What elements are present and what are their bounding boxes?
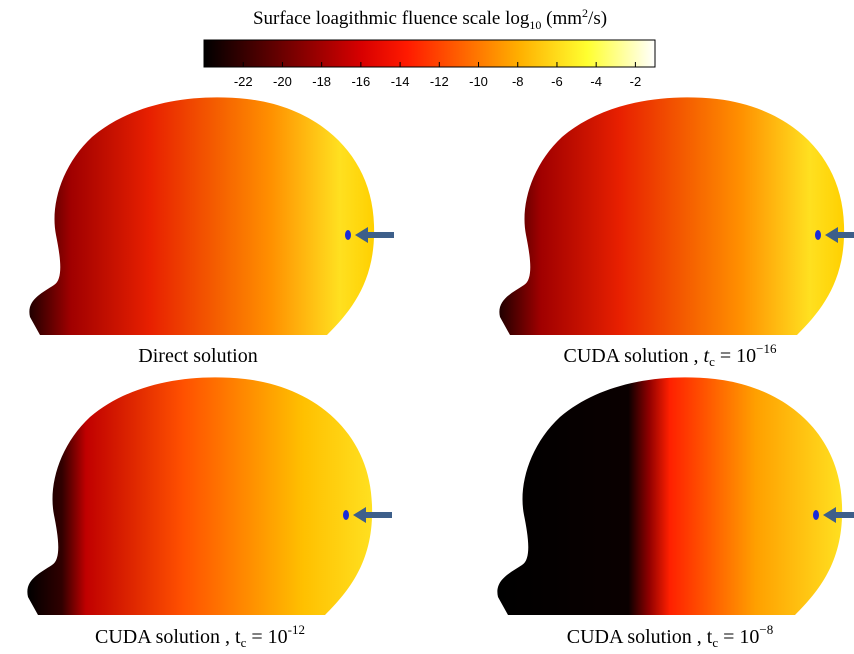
caption-text: Direct solution — [138, 345, 257, 367]
colorbar — [204, 40, 655, 67]
panel — [499, 97, 854, 335]
title-base: 10 — [529, 18, 541, 32]
caption-equals: = 10 — [718, 626, 759, 648]
panel — [497, 377, 854, 615]
caption-exponent: -12 — [288, 622, 305, 637]
tick-label: -2 — [630, 74, 642, 89]
caption-equals: = 10 — [246, 626, 287, 648]
caption: CUDA solution , tc = 10-12 — [95, 622, 305, 650]
tick-label: -12 — [430, 74, 449, 89]
figure: Surface loagithmic fluence scale log10 (… — [0, 0, 854, 654]
caption: CUDA solution , tc = 10−8 — [567, 622, 774, 650]
caption-exponent: −8 — [759, 622, 773, 637]
tick-label: -6 — [551, 74, 563, 89]
tick-label: -16 — [351, 74, 370, 89]
title-text: Surface loagithmic fluence scale — [253, 8, 500, 29]
tick-label: -22 — [234, 74, 253, 89]
tick-label: -8 — [512, 74, 524, 89]
caption: Direct solution — [138, 345, 257, 367]
caption-text: CUDA solution , — [567, 626, 707, 648]
tick-label: -18 — [312, 74, 331, 89]
caption-text: CUDA solution , — [95, 626, 235, 648]
title-unit-close: /s) — [588, 8, 607, 29]
title-unit: (mm — [546, 8, 582, 29]
tick-label: -10 — [469, 74, 488, 89]
caption-equals: = 10 — [715, 345, 756, 367]
tick-label: -4 — [590, 74, 602, 89]
caption: CUDA solution , tc = 10−16 — [564, 341, 777, 369]
panel — [29, 97, 394, 335]
tick-label: -20 — [273, 74, 292, 89]
caption-text: CUDA solution , — [564, 345, 704, 367]
panel — [27, 377, 392, 615]
title-log: log — [505, 8, 530, 29]
tick-label: -14 — [391, 74, 410, 89]
colorbar-title: Surface loagithmic fluence scale log10 (… — [253, 6, 607, 34]
caption-exponent: −16 — [756, 341, 777, 356]
